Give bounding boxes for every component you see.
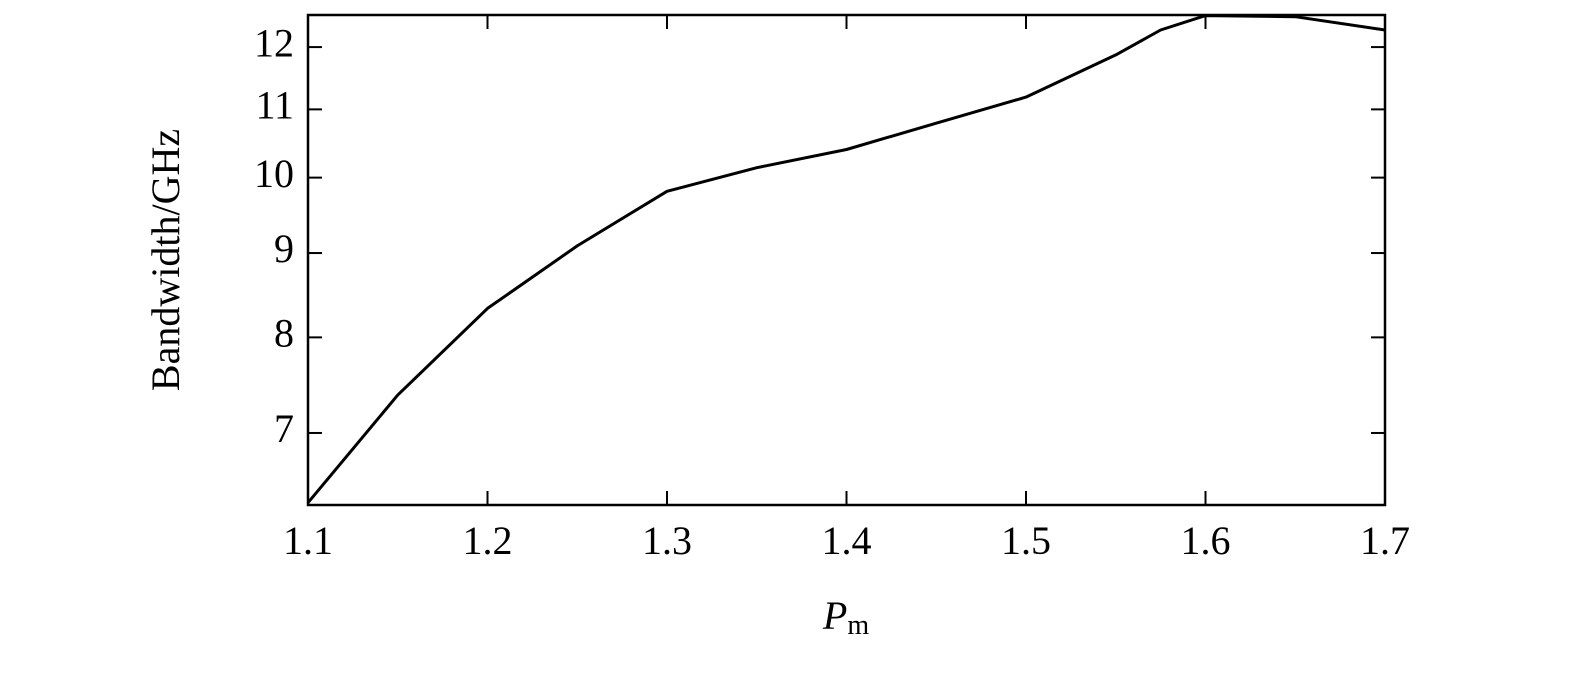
y-tick-label: 11 — [255, 83, 294, 128]
y-tick-label: 9 — [274, 226, 294, 271]
y-tick-label: 8 — [274, 311, 294, 356]
x-axis-label-main: P — [822, 593, 847, 638]
y-tick-label: 12 — [254, 20, 294, 65]
x-tick-label: 1.1 — [283, 518, 333, 563]
data-line — [306, 14, 1386, 504]
x-tick-label: 1.7 — [1360, 518, 1410, 563]
y-axis-label: Bandwidth/GHz — [143, 129, 188, 391]
plot-frame — [306, 13, 1387, 507]
y-tick-label: 10 — [254, 151, 294, 196]
x-tick-label: 1.5 — [1001, 518, 1051, 563]
x-axis-label-sub: m — [847, 610, 869, 641]
x-tick-label: 1.2 — [463, 518, 513, 563]
x-tick-label: 1.6 — [1181, 518, 1231, 563]
x-tick-label: 1.4 — [822, 518, 872, 563]
x-tick-label: 1.3 — [642, 518, 692, 563]
y-tick-label: 7 — [274, 406, 294, 451]
x-axis-label: Pm — [822, 593, 869, 641]
